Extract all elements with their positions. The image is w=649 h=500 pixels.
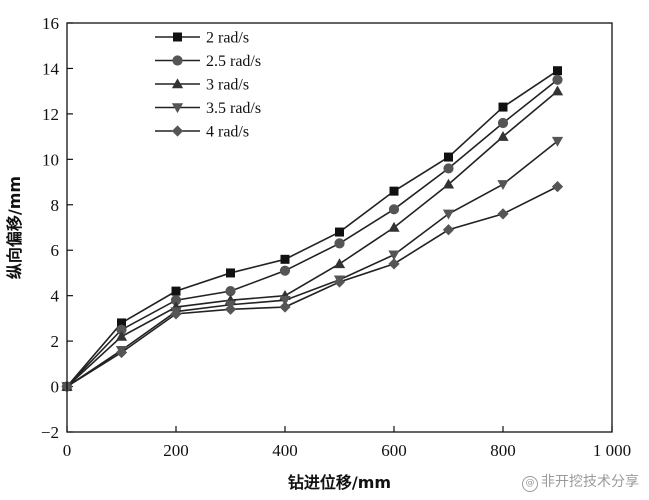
data-point <box>498 102 508 112</box>
legend: 2 rad/s 2.5 rad/s 3 rad/s 3.5 rad/s 4 rad/s <box>155 30 261 141</box>
data-point <box>226 268 235 278</box>
watermark-text: 非开挖技术分享 <box>541 474 639 490</box>
y-tick-label: 4 <box>51 287 60 306</box>
legend-marker <box>171 125 184 137</box>
data-point <box>333 276 346 288</box>
series-line <box>66 140 558 388</box>
data-point <box>279 301 291 313</box>
x-tick-label: 0 <box>63 441 72 460</box>
y-tick-label: 2 <box>51 332 60 351</box>
data-point <box>171 286 181 296</box>
data-point <box>115 330 128 341</box>
data-point <box>443 163 454 174</box>
data-point <box>497 208 509 220</box>
data-point <box>116 324 127 335</box>
data-point <box>388 221 400 232</box>
series-3 <box>61 85 564 391</box>
series-line <box>66 79 558 388</box>
data-point <box>497 130 509 141</box>
watermark: @ 非开挖技术分享 <box>522 471 639 492</box>
y-tick-label: 8 <box>51 196 60 215</box>
data-point <box>444 152 453 162</box>
legend-entry: 3.5 rad/s <box>155 100 261 117</box>
y-axis-title: 纵向偏移/mm <box>5 176 24 279</box>
series-line <box>66 185 558 388</box>
data-point <box>442 178 455 189</box>
x-tick-label: 600 <box>381 441 407 460</box>
y-tick-label: 14 <box>42 59 60 78</box>
legend-entry: 3 rad/s <box>155 77 249 94</box>
y-tick-label: 10 <box>42 150 59 169</box>
series-layer <box>61 66 564 393</box>
data-point <box>442 209 455 220</box>
data-point <box>224 303 237 315</box>
data-point <box>388 250 400 261</box>
legend-marker <box>173 32 182 42</box>
data-point <box>170 295 182 306</box>
y-tick-label: 0 <box>51 378 60 397</box>
legend-label: 3.5 rad/s <box>206 100 261 117</box>
data-point <box>442 224 455 236</box>
legend-label: 2 rad/s <box>206 30 249 47</box>
data-point <box>225 286 236 297</box>
data-point <box>280 254 290 264</box>
series-1 <box>62 66 562 392</box>
legend-entry: 4 rad/s <box>155 124 249 141</box>
legend-label: 3 rad/s <box>206 77 249 94</box>
x-tick-label: 200 <box>163 441 189 460</box>
data-point <box>279 295 291 306</box>
data-point <box>334 238 345 249</box>
series-line <box>66 70 558 388</box>
legend-label: 4 rad/s <box>206 124 249 141</box>
data-point <box>388 258 400 270</box>
x-axis-ticks: 0 200 400 600 800 1 000 <box>63 426 631 460</box>
data-point <box>117 318 126 328</box>
data-point <box>333 258 346 269</box>
series-2 <box>61 74 563 392</box>
y-tick-label: −2 <box>41 423 59 442</box>
x-tick-label: 1 000 <box>593 441 631 460</box>
data-point <box>279 265 291 276</box>
y-tick-label: 16 <box>42 14 59 33</box>
legend-label: 2.5 rad/s <box>206 53 261 70</box>
data-point <box>552 74 563 85</box>
plot-frame <box>66 22 613 433</box>
y-tick-label: 6 <box>51 241 60 260</box>
x-axis-title: 钻进位移/mm <box>288 473 391 492</box>
data-point <box>551 180 564 193</box>
data-point <box>335 227 344 237</box>
x-tick-label: 400 <box>272 441 298 460</box>
data-point <box>170 308 182 320</box>
data-point <box>115 346 128 359</box>
data-point <box>553 66 562 76</box>
at-icon: @ <box>522 476 538 492</box>
y-tick-label: 12 <box>42 105 59 124</box>
data-point <box>551 136 564 147</box>
data-point <box>497 180 509 190</box>
series-5 <box>61 180 564 393</box>
y-axis-ticks: −2 0 2 4 6 8 10 12 14 16 <box>41 14 73 442</box>
x-tick-label: 800 <box>490 441 516 460</box>
legend-entry: 2.5 rad/s <box>155 53 261 70</box>
legend-marker <box>172 55 183 66</box>
series-line <box>66 90 559 388</box>
legend-marker <box>171 78 184 89</box>
series-4 <box>61 136 564 393</box>
data-point <box>388 204 400 215</box>
data-point <box>497 117 509 129</box>
data-point <box>551 85 564 96</box>
legend-entry: 2 rad/s <box>155 30 249 47</box>
data-point <box>389 186 399 196</box>
legend-marker <box>171 103 184 114</box>
